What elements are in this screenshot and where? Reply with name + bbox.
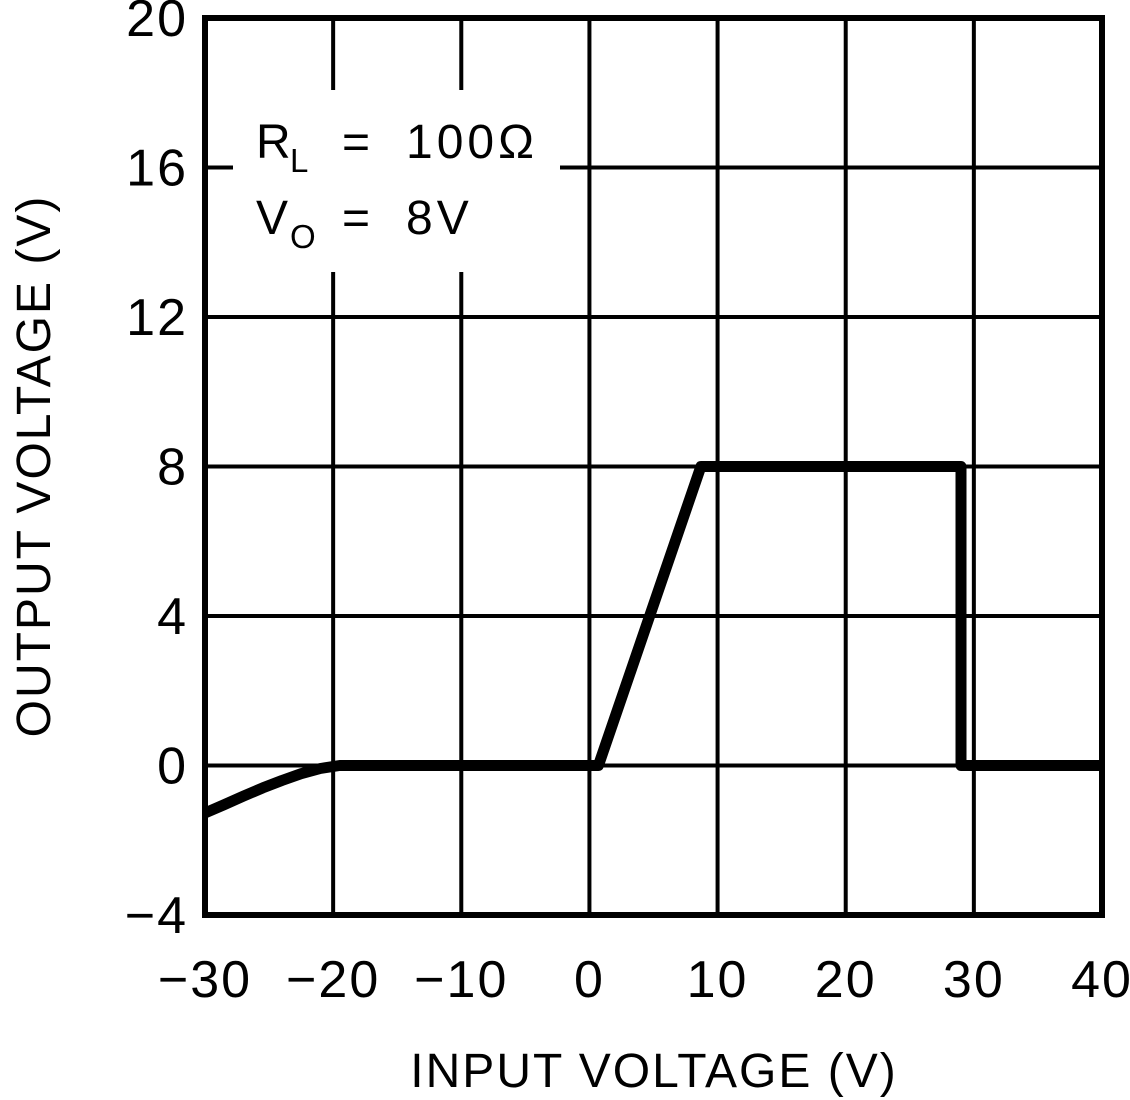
annotation-blanking-box [233, 90, 560, 272]
x-tick-label: 20 [815, 951, 877, 1009]
y-tick-label: −4 [125, 887, 188, 945]
x-tick-label: 0 [574, 951, 605, 1009]
y-tick-label: 12 [126, 289, 188, 347]
grid [205, 18, 1102, 915]
x-axis-title: INPUT VOLTAGE (V) [410, 1045, 897, 1098]
x-tick-label: 10 [687, 951, 749, 1009]
x-tick-label: 30 [943, 951, 1005, 1009]
plot-border [202, 15, 1105, 918]
y-tick-label: 0 [157, 738, 188, 796]
tick-labels: −30 −20 −10 0 10 20 30 40 −4 0 4 8 12 16 20 [125, 0, 1130, 1009]
x-tick-label: −30 [158, 951, 252, 1009]
y-tick-label: 16 [126, 140, 188, 198]
x-tick-label: 40 [1071, 951, 1130, 1009]
annotation-line-rl: R L = 100Ω [256, 116, 538, 179]
y-tick-label: 4 [157, 588, 188, 646]
data-curve [202, 461, 1102, 819]
y-tick-label: 20 [126, 0, 188, 48]
y-tick-label: 8 [157, 439, 188, 497]
x-tick-label: −20 [286, 951, 380, 1009]
y-axis-title: OUTPUT VOLTAGE (V) [8, 195, 61, 738]
x-tick-label: −10 [414, 951, 508, 1009]
annotation-line-vo: V O = 8V [256, 192, 473, 255]
curve-group [202, 461, 1102, 819]
